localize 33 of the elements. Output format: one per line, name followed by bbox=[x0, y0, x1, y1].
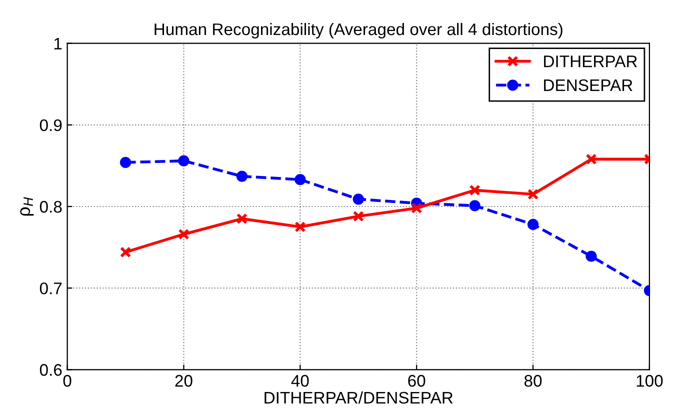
point bbox=[178, 228, 190, 240]
x-tick-label: 100 bbox=[636, 374, 663, 387]
point bbox=[586, 250, 597, 262]
point bbox=[178, 155, 190, 166]
y-tick-label: 0.6 bbox=[40, 364, 62, 376]
chart-title: Human Recognizability (Averaged over all 4 distortions) bbox=[154, 22, 562, 38]
point bbox=[469, 184, 480, 196]
x-tick-label: 80 bbox=[524, 374, 542, 387]
x-tick-label: 0 bbox=[63, 374, 72, 387]
point bbox=[294, 221, 306, 232]
y-tick-label: 0.8 bbox=[40, 200, 62, 213]
x-tick-label: 60 bbox=[408, 374, 426, 387]
legend-label: DITHERPAR bbox=[544, 56, 638, 68]
point bbox=[527, 188, 539, 200]
y-tick-label: 0.7 bbox=[40, 282, 62, 294]
point bbox=[352, 210, 364, 222]
legend-label: DENSEPAR bbox=[544, 79, 632, 92]
x-tick-label: 40 bbox=[291, 374, 309, 387]
point bbox=[352, 194, 364, 205]
y-tick-label: 1 bbox=[54, 38, 62, 50]
point bbox=[236, 213, 248, 224]
point bbox=[236, 170, 248, 182]
point bbox=[527, 218, 539, 230]
x-axis-title: DITHERPAR/DENSEPAR bbox=[264, 391, 453, 404]
point bbox=[411, 202, 422, 214]
point bbox=[294, 174, 306, 186]
point bbox=[469, 200, 480, 212]
y-axis-title: ρ$_{H}$ bbox=[20, 197, 34, 216]
point bbox=[120, 156, 132, 168]
point bbox=[586, 154, 597, 165]
x-tick-label: 20 bbox=[175, 374, 192, 387]
point bbox=[120, 246, 132, 258]
y-tick-label: 0.9 bbox=[40, 119, 62, 132]
